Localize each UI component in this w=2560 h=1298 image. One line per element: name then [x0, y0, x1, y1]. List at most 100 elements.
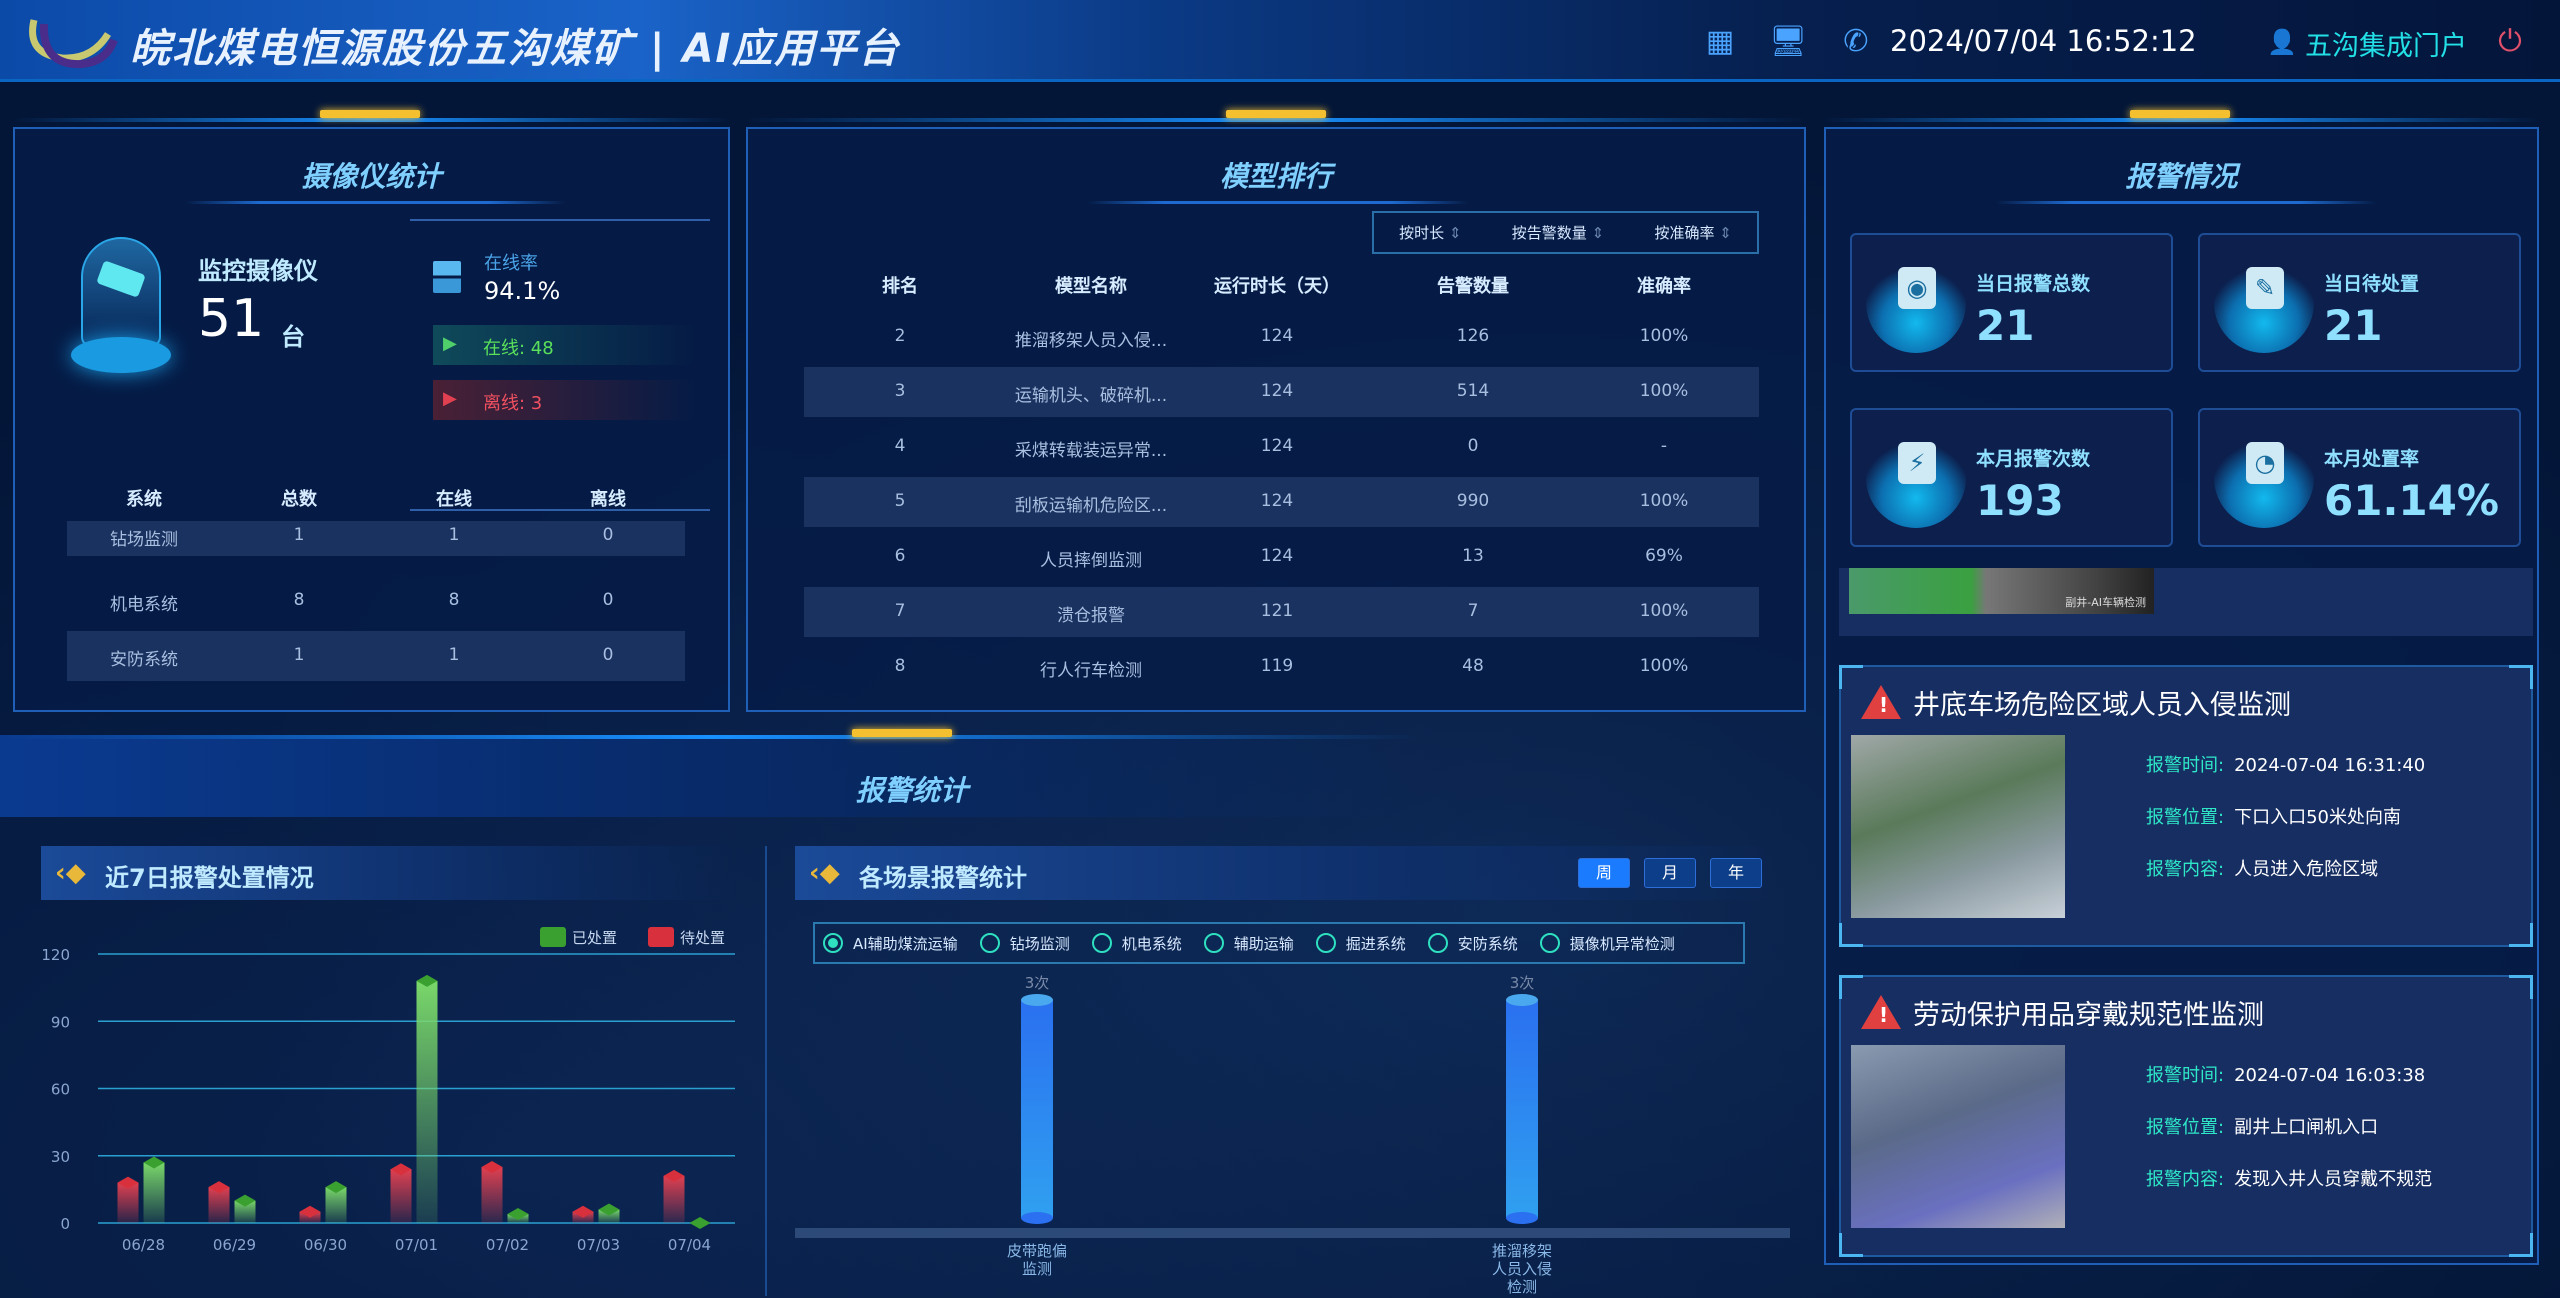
period-month-button[interactable]: 月 [1644, 858, 1696, 888]
radio-icon[interactable] [979, 933, 1000, 953]
alarm-stat-card: ◉ 当日报警总数 21 [1850, 233, 2173, 372]
scene-filter-radio[interactable]: 机电系统 [1091, 933, 1182, 954]
scene-filter-radio[interactable]: 辅助运输 [1203, 933, 1294, 954]
scene-filter-radio[interactable]: 掘进系统 [1315, 933, 1406, 954]
bracket-top [410, 219, 710, 221]
y-tick-label: 30 [51, 1148, 70, 1166]
table-cell: 推溜移架人员入侵... [1014, 331, 1168, 351]
radio-icon[interactable] [1427, 933, 1448, 953]
bar-cap [1506, 994, 1538, 1006]
section-title: 报警统计 [856, 774, 969, 807]
table-cell: 1 [293, 645, 305, 665]
grid-icon[interactable]: ▦ [1705, 24, 1735, 59]
monitor-settings-icon[interactable]: 🖥 [1768, 24, 1808, 59]
table-cell: 5 [894, 491, 906, 511]
scene-filter-radio[interactable]: 钻场监测 [979, 933, 1070, 954]
alarm-snapshot[interactable] [1851, 1045, 2065, 1228]
sort-by-duration[interactable]: 按时长 ⇕ [1399, 224, 1462, 242]
table-cell: 13 [1462, 546, 1484, 566]
camera-label: 监控摄像仪 [198, 257, 318, 285]
panel-title: 模型排行 [1219, 160, 1332, 193]
bar-handled [598, 1209, 620, 1223]
bar-pending [208, 1187, 230, 1223]
table-cell: 8 [894, 656, 906, 676]
x-tick-label: 推溜移架 [1492, 1242, 1552, 1260]
alarm-item[interactable]: ! 劳动保护用品穿戴规范性监测 报警时间: 2024-07-04 16:03:38 报警… [1839, 975, 2533, 1257]
x-axis-base [795, 1228, 1790, 1238]
sort-icon: ⇕ [1719, 224, 1732, 242]
stat-label: 本月报警次数 [1976, 448, 2091, 470]
column-header: 排名 [882, 276, 918, 297]
table-cell: 119 [1260, 656, 1294, 676]
alarm-loc: 报警位置: 下口入口50米处向南 [2146, 807, 2401, 828]
radio-icon[interactable] [1091, 933, 1112, 953]
row-background [804, 587, 1759, 637]
camera-count: 51 [198, 289, 265, 349]
scene-filter-radio[interactable]: AI辅助煤流运输 [823, 933, 958, 954]
scene-filter-radio[interactable]: 摄像机异常检测 [1539, 933, 1675, 954]
play-icon: ▶ [443, 333, 457, 354]
bar-cap [507, 1208, 529, 1221]
online-rate-value: 94.1% [484, 277, 561, 305]
radio-icon[interactable] [823, 933, 843, 953]
row-background [804, 477, 1759, 527]
scene-filter-radio[interactable]: 安防系统 [1427, 933, 1518, 954]
corner-decoration [2509, 665, 2533, 689]
x-tick-label: 06/30 [304, 1236, 347, 1254]
divider [765, 846, 767, 1296]
chart-header: ‹◆ 近7日报警处置情况 [41, 846, 736, 900]
legend-label: 已处置 [572, 929, 617, 947]
alarm-content: 报警内容: 人员进入危险区域 [2146, 859, 2379, 880]
table-cell: 100% [1639, 491, 1689, 511]
corner-decoration [1839, 923, 1863, 947]
sort-by-accuracy[interactable]: 按准确率 ⇕ [1654, 224, 1732, 242]
alarm-title: 井底车场危险区域人员入侵监测 [1913, 690, 2291, 721]
column-header: 在线 [436, 489, 472, 510]
x-tick-label: 检测 [1507, 1278, 1537, 1296]
table-cell: 124 [1260, 326, 1294, 346]
radio-icon[interactable] [1539, 933, 1560, 953]
alarm-stat-card: ◔ 本月处置率 61.14% [2198, 408, 2521, 547]
alarm-strip[interactable]: 副井-AI车辆检测 [1839, 568, 2533, 636]
sort-by-alarm-count[interactable]: 按告警数量 ⇕ [1511, 224, 1605, 242]
scene-bar [1021, 1000, 1053, 1218]
portal-link[interactable]: 五沟集成门户 [2305, 31, 2467, 62]
handling-bar-chart: 0 30 60 90 120 06/28 06/29 06/30 07/01 07/02 07/03… [41, 927, 735, 1254]
offline-count: 离线: 3 [483, 393, 543, 414]
sort-bar: 按时长 ⇕ 按告警数量 ⇕ 按准确率 ⇕ [1372, 211, 1759, 254]
section-header: 报警统计 [0, 729, 1420, 817]
table-cell: 4 [894, 436, 906, 456]
radio-icon[interactable] [1315, 933, 1336, 953]
table-cell: 采煤转载装运异常... [1014, 441, 1168, 461]
table-cell: 溃仓报警 [1057, 606, 1125, 626]
row-background [67, 631, 685, 681]
online-rate-label: 在线率 [484, 253, 538, 274]
table-cell: 7 [1467, 601, 1479, 621]
table-cell: - [1660, 436, 1668, 456]
x-tick-label: 07/04 [668, 1236, 711, 1254]
legend-swatch-pending [648, 927, 674, 947]
phone-icon[interactable]: ✆ [1843, 24, 1869, 59]
table-cell: 514 [1456, 381, 1490, 401]
panel-tab-decoration [2130, 110, 2230, 118]
x-tick-label: 07/03 [577, 1236, 620, 1254]
y-tick-label: 120 [41, 946, 70, 964]
alarm-snapshot[interactable] [1851, 735, 2065, 918]
chart-title: 近7日报警处置情况 [105, 864, 314, 892]
alarm-snapshot[interactable]: 副井-AI车辆检测 [1849, 568, 2154, 614]
corner-decoration [1839, 1233, 1863, 1257]
x-tick-label: 07/02 [486, 1236, 529, 1254]
alarm-item[interactable]: ! 井底车场危险区域人员入侵监测 报警时间: 2024-07-04 16:31:40 报… [1839, 665, 2533, 947]
period-year-button[interactable]: 年 [1710, 858, 1762, 888]
column-header: 离线 [590, 489, 626, 510]
bar-cap [208, 1181, 230, 1194]
radio-icon[interactable] [1203, 933, 1224, 953]
x-tick-label: 监测 [1022, 1260, 1052, 1278]
period-week-button[interactable]: 周 [1578, 858, 1630, 888]
document-icon: ✎ [2214, 253, 2314, 353]
power-icon[interactable]: ⏻ [2498, 24, 2522, 59]
stat-label: 当日待处置 [2324, 273, 2420, 295]
table-cell: 124 [1260, 546, 1294, 566]
table-cell: 69% [1645, 546, 1683, 566]
bar-handled [416, 980, 438, 1223]
